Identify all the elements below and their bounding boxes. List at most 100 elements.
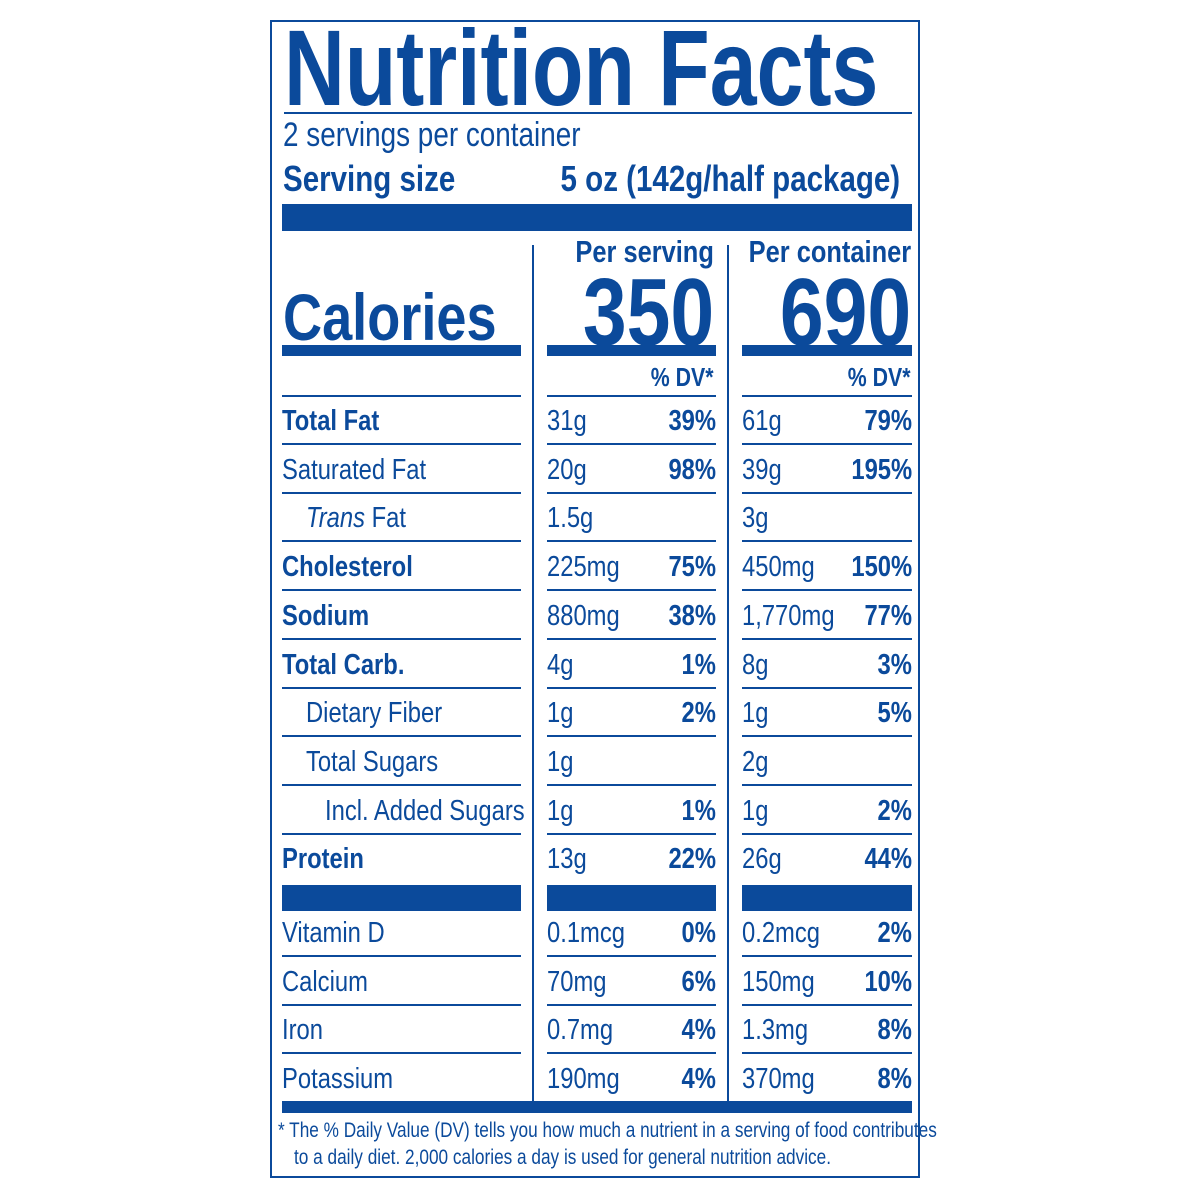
per-serving-cell: 70mg 6% [547, 958, 716, 1006]
per-serving-cell: 1g 2% [547, 689, 716, 738]
daily-value-percent: 44% [864, 843, 912, 876]
daily-value-percent: 22% [668, 843, 716, 876]
footnote-line: to a daily diet. 2,000 calories a day is… [294, 1146, 832, 1169]
divider [284, 112, 912, 114]
thick-bar [282, 1101, 912, 1113]
per-container-cell: 450mg 150% [742, 543, 912, 592]
divider [547, 395, 716, 397]
per-container-cell: 1g 5% [742, 689, 912, 738]
footnote-line: * The % Daily Value (DV) tells you how m… [278, 1119, 937, 1142]
nutrient-label-cell: Dietary Fiber [282, 689, 521, 738]
amount: 39g [742, 453, 782, 486]
amount: 370mg [742, 1063, 815, 1096]
thick-bar [742, 885, 912, 911]
per-serving-cell: 4g 1% [547, 641, 716, 689]
serving-size-label: Serving size [283, 158, 493, 200]
per-serving-label: Per serving [545, 234, 714, 270]
nutrient-label-cell: Total Fat [282, 397, 521, 445]
daily-value-percent: 4% [681, 1063, 716, 1096]
amount: 150mg [742, 965, 815, 998]
daily-value-percent: 39% [668, 405, 716, 437]
column-divider [727, 245, 729, 1101]
amount: 20g [547, 453, 587, 486]
daily-value-percent: 38% [668, 599, 716, 632]
per-serving-cell: 1g [547, 738, 716, 786]
per-serving-text: Per serving [575, 234, 714, 269]
per-container-cell: 2g [742, 738, 912, 786]
per-serving-cell: 0.1mcg 0% [547, 909, 716, 957]
amount: 1g [547, 794, 574, 827]
calories-label: Calories [283, 279, 543, 355]
per-serving-cell: 13g 22% [547, 835, 716, 881]
per-container-cell: 0.2mcg 2% [742, 909, 912, 957]
amount: 2g [742, 745, 769, 778]
per-container-cell: 8g 3% [742, 641, 912, 689]
dv-header-serving: % DV* [637, 362, 714, 393]
daily-value-percent: 98% [668, 453, 716, 486]
per-container-cell: 150mg 10% [742, 958, 912, 1006]
amount: 31g [547, 405, 587, 437]
per-container-cell: 1.3mg 8% [742, 1006, 912, 1055]
per-container-cell: 1g 2% [742, 787, 912, 835]
nutrient-label-cell: Trans Fat [282, 494, 521, 543]
per-serving-cell: 31g 39% [547, 397, 716, 445]
thick-bar [282, 885, 521, 911]
amount: 1g [742, 697, 769, 730]
amount: 1,770mg [742, 599, 835, 632]
nutrient-label: Saturated Fat [282, 453, 427, 486]
per-serving-cell: 225mg 75% [547, 543, 716, 592]
nutrient-label: Dietary Fiber [306, 697, 443, 730]
nutrient-label: Iron [282, 1014, 323, 1047]
per-container-cell: 61g 79% [742, 397, 912, 445]
serving-size-value: 5 oz (142g/half package) [486, 158, 900, 200]
amount: 1.5g [547, 502, 594, 535]
daily-value-percent: 1% [681, 648, 716, 681]
daily-value-percent: 1% [681, 794, 716, 827]
nutrient-label-cell: Vitamin D [282, 909, 521, 957]
nutrient-label-cell: Total Sugars [282, 738, 521, 786]
per-serving-cell: 1.5g [547, 494, 716, 543]
thick-bar [282, 204, 912, 231]
per-serving-cell: 20g 98% [547, 446, 716, 494]
amount: 1.3mg [742, 1014, 809, 1047]
per-serving-cell: 190mg 4% [547, 1055, 716, 1101]
nutrient-label: Calcium [282, 965, 368, 998]
daily-value-percent: 8% [877, 1063, 912, 1096]
amount: 880mg [547, 599, 620, 632]
amount: 1g [547, 745, 574, 778]
per-container-cell: 26g 44% [742, 835, 912, 881]
amount: 0.1mcg [547, 917, 625, 949]
nutrient-label: Total Fat [282, 405, 380, 437]
daily-value-percent: 75% [668, 551, 716, 584]
nutrient-label: Total Sugars [306, 745, 439, 778]
nutrient-label: Cholesterol [282, 551, 413, 584]
thick-bar [282, 345, 521, 356]
daily-value-percent: 3% [877, 648, 912, 681]
amount: 190mg [547, 1063, 620, 1096]
nutrient-label-cell: Potassium [282, 1055, 521, 1101]
serving-size-value-text: 5 oz (142g/half package) [560, 158, 900, 199]
amount: 8g [742, 648, 769, 681]
column-divider [532, 245, 534, 1101]
nutrition-label-border [270, 20, 920, 1178]
servings-per-container: 2 servings per container [283, 116, 646, 155]
amount: 61g [742, 405, 782, 437]
daily-value-percent: 77% [864, 599, 912, 632]
amount: 0.7mg [547, 1014, 614, 1047]
amount: 0.2mcg [742, 917, 820, 949]
daily-value-percent: 2% [877, 794, 912, 827]
amount: 450mg [742, 551, 815, 584]
per-container-cell: 370mg 8% [742, 1055, 912, 1101]
amount: 26g [742, 843, 782, 876]
dv-header-text: % DV* [651, 362, 714, 392]
daily-value-percent: 10% [864, 965, 912, 998]
footnote: * The % Daily Value (DV) tells you how m… [278, 1117, 1081, 1171]
daily-value-percent: 5% [877, 697, 912, 730]
title-text: Nutrition Facts [284, 7, 879, 128]
nutrient-label: Total Carb. [282, 648, 405, 681]
calories-label-text: Calories [283, 280, 497, 354]
amount: 4g [547, 648, 574, 681]
serving-size-label-text: Serving size [283, 158, 456, 199]
amount: 225mg [547, 551, 620, 584]
daily-value-percent: 195% [851, 453, 912, 486]
